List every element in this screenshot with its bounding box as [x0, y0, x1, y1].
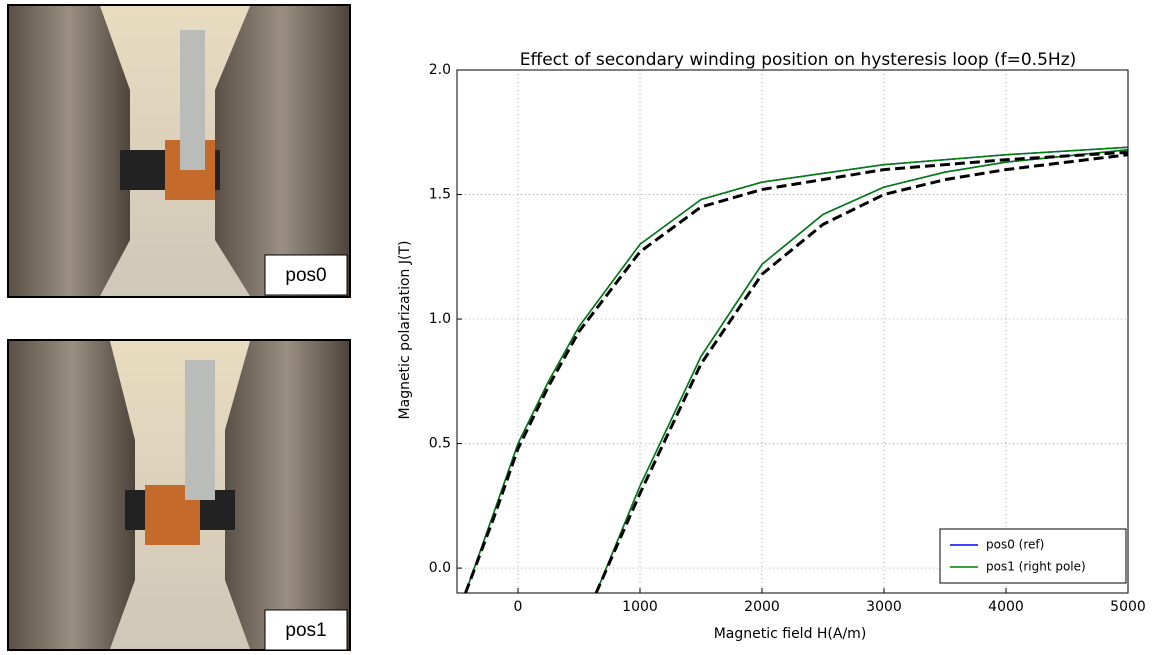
legend: pos0 (ref) pos1 (right pole) — [939, 528, 1127, 584]
series-line — [464, 146, 1128, 593]
x-tick-label: 3000 — [866, 599, 902, 615]
chart-title: Effect of secondary winding position on … — [520, 50, 1077, 70]
photo-pos1: pos1 — [7, 339, 351, 651]
x-tick-label: 5000 — [1110, 599, 1146, 615]
y-tick-label: 1.0 — [429, 311, 451, 327]
y-tick-label: 2.0 — [429, 62, 451, 78]
y-axis-label: Magnetic polarization J(T) — [397, 241, 413, 420]
photo-pos0: pos0 — [7, 4, 351, 298]
plot-frame — [456, 69, 1129, 594]
plot-area: 0 1000 2000 3000 4000 5000 0.0 0.5 1.0 1.5 2.0 pos0… — [429, 62, 1146, 615]
y-tick-label: 1.5 — [429, 187, 451, 203]
series-line — [464, 146, 1128, 593]
x-tick-label: 4000 — [988, 599, 1024, 615]
y-tick-label: 0.5 — [429, 436, 451, 452]
grid — [457, 69, 1129, 593]
photo-label: pos1 — [285, 620, 326, 641]
x-tick-label: 2000 — [744, 599, 780, 615]
x-tick-label: 1000 — [622, 599, 658, 615]
legend-label: pos1 (right pole) — [986, 560, 1086, 574]
y-tick-label: 0.0 — [429, 560, 451, 576]
legend-box — [939, 528, 1127, 584]
series-line — [464, 150, 1128, 593]
x-tick-label: 0 — [514, 599, 523, 615]
x-axis-label: Magnetic field H(A/m) — [714, 626, 867, 642]
photo-label: pos0 — [285, 265, 326, 286]
legend-label: pos0 (ref) — [986, 538, 1044, 552]
